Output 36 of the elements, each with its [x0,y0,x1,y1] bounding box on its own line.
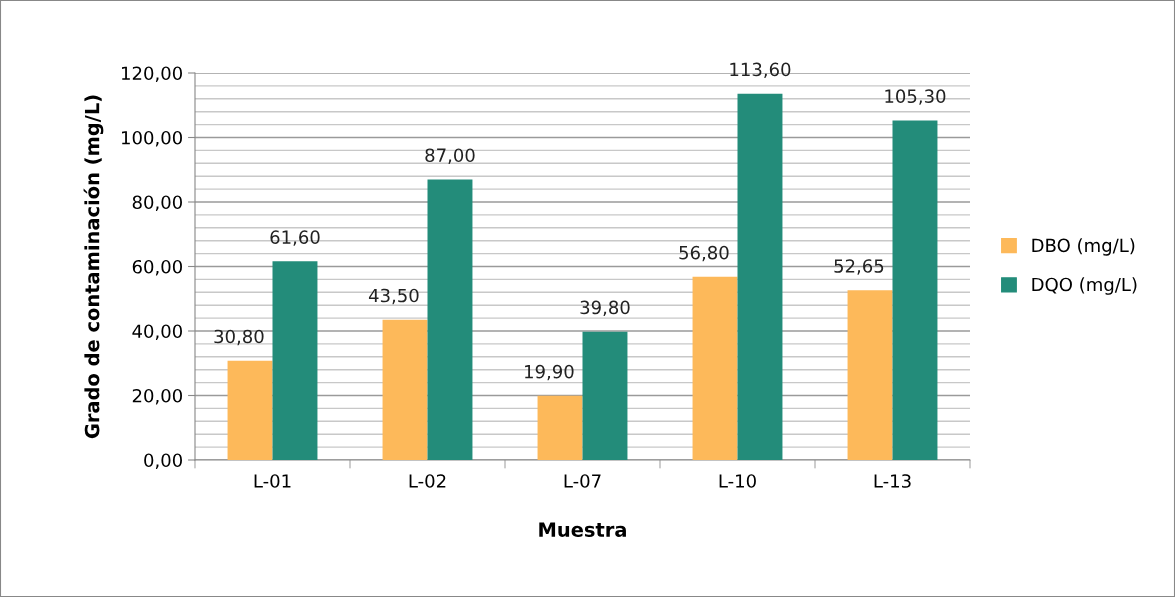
y-tick-label: 20,00 [132,388,182,405]
bar [847,290,893,460]
x-tick-label: L-10 [719,474,756,488]
data-label: 105,30 [885,89,946,105]
legend-label: DQO (mg/L) [1032,277,1137,295]
data-label: 19,90 [525,364,574,381]
legend-label: DBO (mg/L) [1032,238,1135,256]
y-axis-title: Grado de contaminación (mg/L) [83,95,104,439]
bar [737,93,783,460]
data-label: 52,65 [834,259,884,275]
bar [692,276,738,460]
x-tick-label: L-13 [874,474,911,488]
y-tick-label: 40,00 [132,324,182,340]
data-label: 56,80 [679,245,729,262]
data-label: 113,60 [730,62,791,79]
y-tick-label: 100,00 [122,130,182,147]
x-tick-label: L-07 [564,474,601,488]
y-tick-label: 60,00 [132,259,182,276]
y-tick-label: 120,00 [122,66,182,82]
bar [427,179,473,460]
bar [382,319,428,460]
x-tick-label: L-02 [409,474,446,488]
data-label: 43,50 [368,288,419,305]
data-label: 39,80 [580,300,630,317]
data-label: 30,80 [214,329,264,346]
y-tick-label: 0,00 [144,453,182,469]
x-tick-label: L-01 [254,474,291,488]
data-label: 87,00 [425,148,475,164]
bar [227,360,273,460]
bar [582,331,628,460]
bar [537,395,583,460]
x-axis-title: Muestra [539,522,626,537]
data-label: 61,60 [270,230,320,246]
bar [892,120,938,460]
bar [272,261,318,460]
y-tick-label: 80,00 [132,195,182,211]
